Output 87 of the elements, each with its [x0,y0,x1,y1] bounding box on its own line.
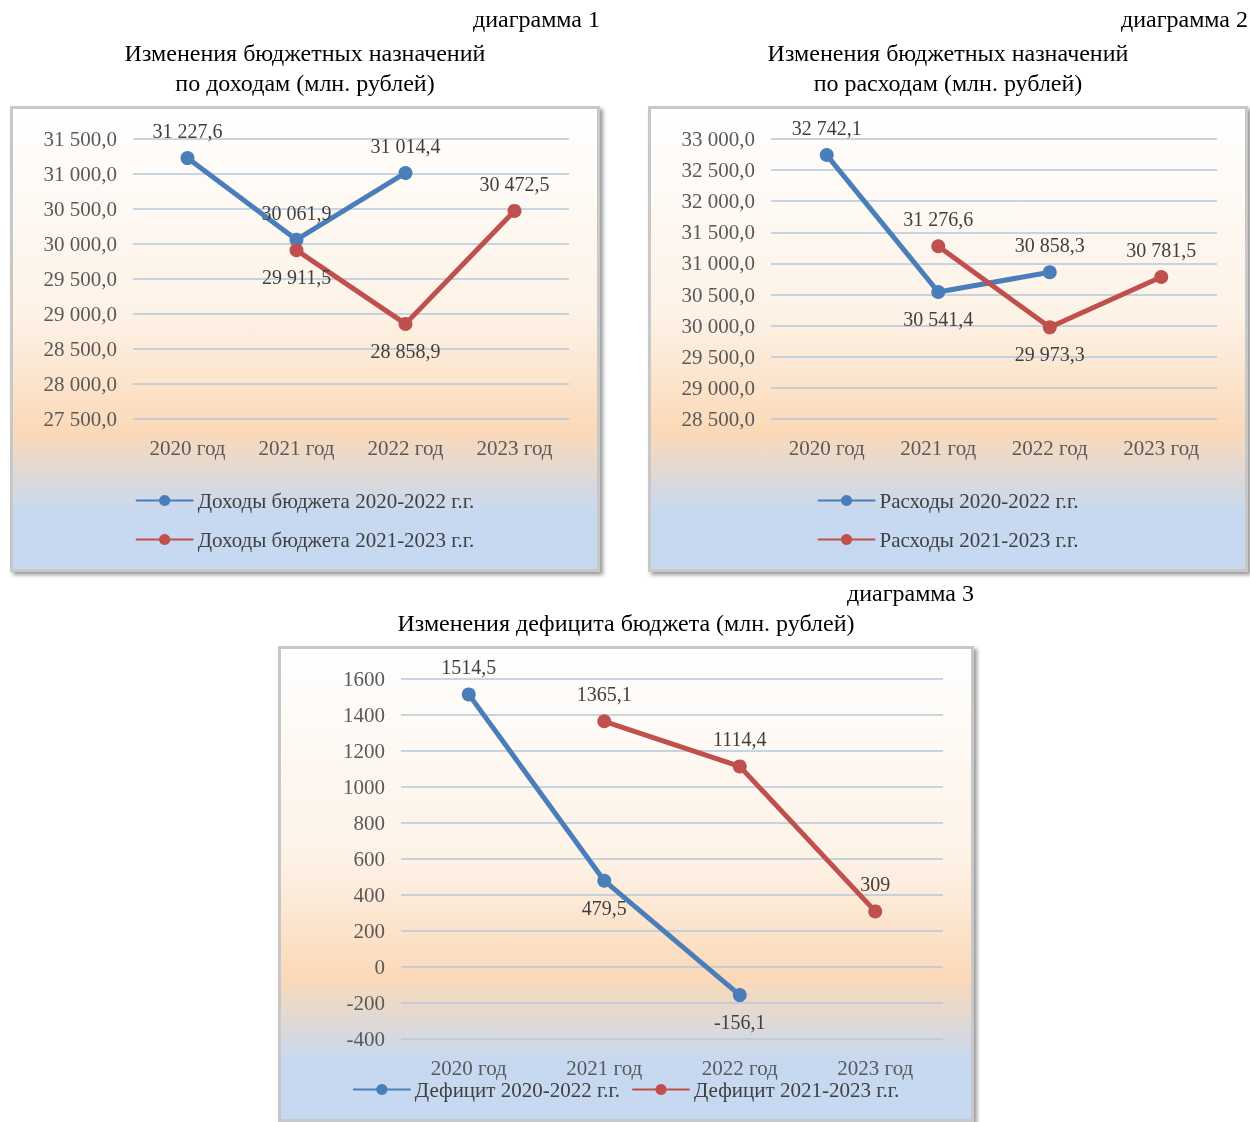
point [507,203,522,218]
chart-title: Изменения дефицита бюджета (млн. рублей) [396,609,856,638]
y-tick-label: 31 500,0 [43,127,117,151]
point [868,904,883,919]
y-tick-label: 800 [353,811,385,835]
x-tick-label: 2022 год [367,435,444,460]
y-tick-label: 30 500,0 [681,282,755,307]
data-label: 309 [860,873,891,896]
data-label: 31 227,6 [152,120,223,143]
y-tick-label: 33 000,0 [681,127,755,151]
text: диаграмма 3 [845,580,974,607]
data-label: 32 742,1 [791,117,862,140]
y-tick-label: 1600 [343,667,385,691]
point [732,988,747,1003]
y-tick-label: 29 000,0 [681,375,755,400]
data-label: 30 541,4 [903,307,974,330]
data-label: 31 276,6 [903,208,974,231]
x-tick-label: 2022 год [701,1055,779,1080]
x-tick-label: 2022 год [1011,435,1089,460]
y-tick-label: 1400 [343,703,385,727]
point [398,166,413,180]
y-tick-label: 32 500,0 [681,158,755,183]
point [1042,320,1057,335]
data-label: 30 061,9 [261,201,332,224]
y-tick-label: 600 [353,847,385,871]
data-label: 30 858,3 [1014,234,1085,257]
y-tick-label: 32 000,0 [681,189,755,214]
y-tick-label: 31 000,0 [681,251,755,276]
y-tick-label: 31 500,0 [681,220,755,245]
point [1042,265,1057,280]
point [931,284,946,299]
y-tick-label: 28 500,0 [43,337,117,361]
legend-label: Расходы 2020-2022 г.г. [879,488,1079,513]
y-tick-label: 29 000,0 [43,302,117,326]
point [597,873,612,888]
y-tick-label: 200 [353,919,385,943]
data-label: 29 911,5 [261,266,332,289]
y-tick-label: -400 [346,1027,385,1051]
point [1154,270,1169,285]
data-label: 1514,5 [441,656,497,679]
y-tick-label: -200 [346,991,385,1015]
y-tick-label: 28 500,0 [681,407,755,431]
point [461,687,476,702]
y-tick-label: 31 000,0 [43,162,117,186]
data-label: 31 014,4 [370,134,441,157]
y-tick-label: 28 000,0 [43,372,117,396]
chart-title: Изменения бюджетных назначений по доходам (млн. рублей) [123,39,487,98]
data-label: -156,1 [713,1011,766,1034]
y-tick-label: 29 500,0 [43,267,117,291]
point [819,148,834,163]
y-tick-label: 30 000,0 [43,232,117,256]
point [180,151,195,166]
y-tick-label: 27 500,0 [43,407,117,431]
data-label: 29 973,3 [1014,343,1085,366]
data-label: 28 858,9 [370,339,441,362]
data-label: 1365,1 [576,683,632,706]
y-tick-label: 0 [374,955,385,979]
chart-title: Изменения бюджетных назначений по расходам (млн. рублей) [766,39,1130,98]
x-tick-label: 2023 год [1123,435,1200,460]
x-tick-label: 2020 год [149,435,226,460]
data-label: 1114,4 [712,728,767,751]
x-tick-label: 2021 год [566,1055,643,1080]
point [398,316,413,331]
data-label: 30 472,5 [479,172,550,195]
x-tick-label: 2023 год [476,435,553,460]
y-tick-label: 400 [353,883,385,907]
x-tick-label: 2021 год [258,435,335,460]
data-label: 479,5 [581,896,627,919]
legend-label: Доходы бюджета 2020-2022 г.г. [197,488,475,513]
legend-label: Расходы 2021-2023 г.г. [879,527,1079,552]
point [597,714,612,729]
x-tick-label: 2023 год [837,1055,914,1080]
y-tick-label: 30 500,0 [43,197,117,221]
point [732,759,747,774]
x-tick-label: 2020 год [788,435,866,460]
text: диаграмма 1 [471,6,600,33]
y-tick-label: 29 500,0 [681,344,755,369]
y-tick-label: 1200 [343,739,385,763]
x-tick-label: 2020 год [430,1055,508,1080]
point [931,239,946,254]
y-tick-label: 30 000,0 [681,313,755,338]
y-tick-label: 1000 [343,775,385,799]
text: диаграмма 2 [1119,6,1248,33]
legend-label: Доходы бюджета 2021-2023 г.г. [197,527,475,552]
point [289,243,304,258]
data-label: 30 781,5 [1126,239,1197,262]
x-tick-label: 2021 год [900,435,977,460]
